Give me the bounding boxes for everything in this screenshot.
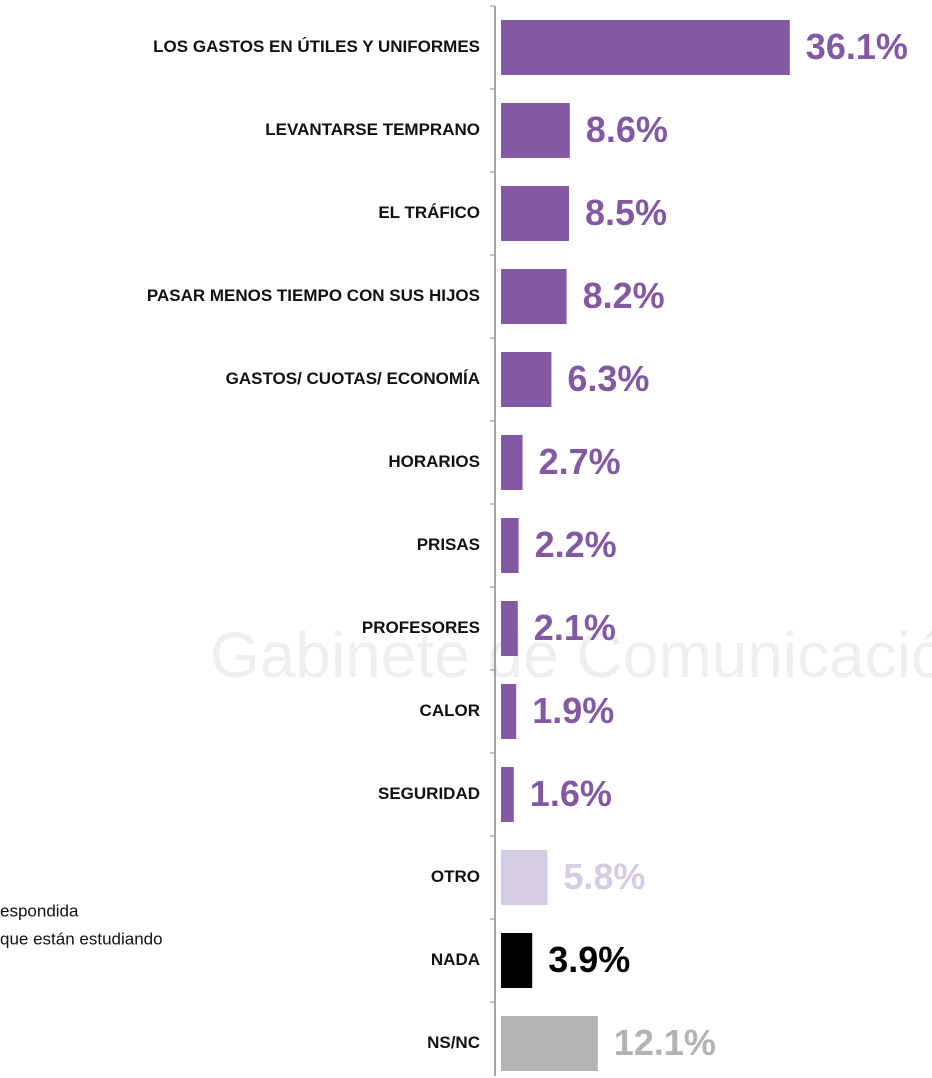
category-label: NADA xyxy=(431,950,480,969)
bar xyxy=(501,269,567,324)
bar xyxy=(501,684,517,739)
category-label: SEGURIDAD xyxy=(378,784,480,803)
bar xyxy=(501,20,790,75)
bar xyxy=(501,352,552,407)
footnote: espondida xyxy=(0,901,79,920)
value-label: 2.2% xyxy=(535,524,617,565)
value-label: 1.9% xyxy=(532,690,614,731)
bar xyxy=(501,1016,598,1071)
bar xyxy=(501,601,518,656)
value-label: 3.9% xyxy=(548,939,630,980)
bar xyxy=(501,186,569,241)
value-label: 8.2% xyxy=(583,275,665,316)
bar xyxy=(501,850,548,905)
value-label: 1.6% xyxy=(530,773,612,814)
category-label: NS/NC xyxy=(427,1033,480,1052)
bar xyxy=(501,518,519,573)
bar xyxy=(501,933,533,988)
value-label: 8.5% xyxy=(585,192,667,233)
value-label: 12.1% xyxy=(614,1022,716,1063)
watermark: Gabinete de Comunicación Estr xyxy=(210,619,932,691)
value-label: 36.1% xyxy=(806,26,908,67)
footnote: que están estudiando xyxy=(0,929,163,948)
category-label: GASTOS/ CUOTAS/ ECONOMÍA xyxy=(226,369,480,388)
value-label: 6.3% xyxy=(567,358,649,399)
bar xyxy=(501,767,514,822)
category-label: CALOR xyxy=(420,701,480,720)
value-label: 5.8% xyxy=(563,856,645,897)
category-label: PASAR MENOS TIEMPO CON SUS HIJOS xyxy=(147,286,480,305)
category-label: LOS GASTOS EN ÚTILES Y UNIFORMES xyxy=(153,37,480,56)
category-label: HORARIOS xyxy=(388,452,480,471)
value-label: 2.7% xyxy=(539,441,621,482)
category-label: OTRO xyxy=(431,867,480,886)
category-label: LEVANTARSE TEMPRANO xyxy=(265,120,480,139)
value-label: 8.6% xyxy=(586,109,668,150)
value-label: 2.1% xyxy=(534,607,616,648)
bar xyxy=(501,435,523,490)
category-label: PRISAS xyxy=(417,535,480,554)
bar xyxy=(501,103,570,158)
category-label: PROFESORES xyxy=(362,618,480,637)
category-label: EL TRÁFICO xyxy=(378,203,480,222)
